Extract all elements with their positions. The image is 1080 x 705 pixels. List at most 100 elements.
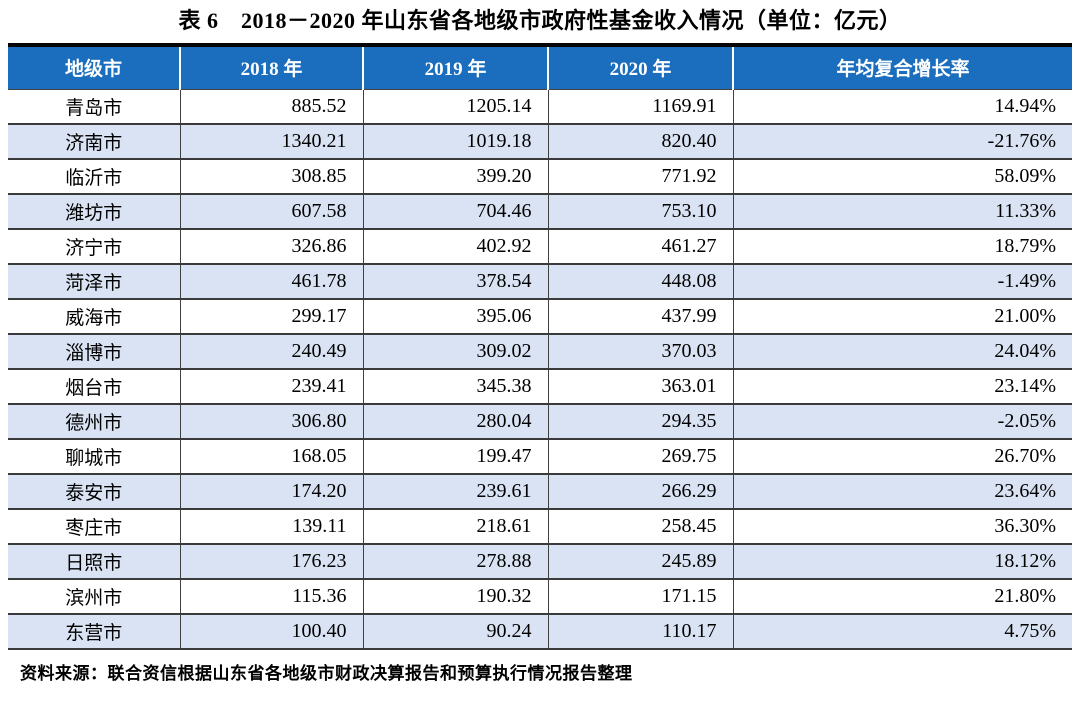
city-cell: 滨州市 [8,579,180,615]
value-cell: 395.06 [362,299,548,335]
table-row: 东营市 100.40 90.24 110.17 4.75% [8,614,1072,650]
city-cell: 聊城市 [8,439,180,475]
value-cell: 437.99 [547,299,733,335]
city-cell: 威海市 [8,299,180,335]
value-cell: 199.47 [362,439,548,475]
table-row: 济南市 1340.21 1019.18 820.40 -21.76% [8,124,1072,160]
value-cell: 110.17 [547,614,733,650]
value-cell: 14.94% [732,89,1072,125]
value-cell: 245.89 [547,544,733,580]
value-cell: 1169.91 [547,89,733,125]
table-row: 淄博市 240.49 309.02 370.03 24.04% [8,334,1072,370]
value-cell: 23.64% [732,474,1072,510]
column-header-1: 2018 年 [179,43,363,90]
value-cell: 168.05 [179,439,363,475]
value-cell: 1340.21 [179,124,363,160]
table-row: 泰安市 174.20 239.61 266.29 23.64% [8,474,1072,510]
value-cell: 139.11 [179,509,363,545]
value-cell: 753.10 [547,194,733,230]
value-cell: 24.04% [732,334,1072,370]
column-header-3: 2020 年 [547,43,733,90]
value-cell: 309.02 [362,334,548,370]
value-cell: 820.40 [547,124,733,160]
value-cell: 704.46 [362,194,548,230]
value-cell: 239.41 [179,369,363,405]
value-cell: 378.54 [362,264,548,300]
value-cell: 294.35 [547,404,733,440]
value-cell: 36.30% [732,509,1072,545]
value-cell: 115.36 [179,579,363,615]
city-cell: 济宁市 [8,229,180,265]
table-row: 枣庄市 139.11 218.61 258.45 36.30% [8,509,1072,545]
value-cell: 26.70% [732,439,1072,475]
city-cell: 德州市 [8,404,180,440]
value-cell: 448.08 [547,264,733,300]
table-row: 济宁市 326.86 402.92 461.27 18.79% [8,229,1072,265]
city-cell: 潍坊市 [8,194,180,230]
value-cell: 174.20 [179,474,363,510]
column-header-2: 2019 年 [362,43,548,90]
value-cell: 171.15 [547,579,733,615]
column-header-4: 年均复合增长率 [732,43,1072,90]
value-cell: 299.17 [179,299,363,335]
city-cell: 日照市 [8,544,180,580]
city-cell: 菏泽市 [8,264,180,300]
value-cell: 306.80 [179,404,363,440]
value-cell: 4.75% [732,614,1072,650]
table-title: 表 6 2018－2020 年山东省各地级市政府性基金收入情况（单位：亿元） [178,8,902,33]
header-row: 地级市 2018 年 2019 年 2020 年年均复合增长率 [8,43,1072,90]
value-cell: -1.49% [732,264,1072,300]
value-cell: 18.12% [732,544,1072,580]
value-cell: 402.92 [362,229,548,265]
value-cell: 266.29 [547,474,733,510]
city-cell: 泰安市 [8,474,180,510]
table-row: 临沂市 308.85 399.20 771.92 58.09% [8,159,1072,195]
city-cell: 青岛市 [8,89,180,125]
table-row: 威海市 299.17 395.06 437.99 21.00% [8,299,1072,335]
value-cell: 239.61 [362,474,548,510]
value-cell: 218.61 [362,509,548,545]
table-row: 烟台市 239.41 345.38 363.01 23.14% [8,369,1072,405]
value-cell: 90.24 [362,614,548,650]
value-cell: 21.00% [732,299,1072,335]
table-header: 地级市 2018 年 2019 年 2020 年年均复合增长率 [8,43,1072,90]
value-cell: 885.52 [179,89,363,125]
value-cell: 258.45 [547,509,733,545]
city-cell: 淄博市 [8,334,180,370]
value-cell: 1019.18 [362,124,548,160]
value-cell: -2.05% [732,404,1072,440]
table-row: 潍坊市 607.58 704.46 753.10 11.33% [8,194,1072,230]
value-cell: 280.04 [362,404,548,440]
value-cell: 1205.14 [362,89,548,125]
value-cell: 58.09% [732,159,1072,195]
value-cell: 21.80% [732,579,1072,615]
city-cell: 临沂市 [8,159,180,195]
value-cell: 100.40 [179,614,363,650]
value-cell: 461.27 [547,229,733,265]
source-note: 资料来源：联合资信根据山东省各地级市财政决算报告和预算执行情况报告整理 [20,664,633,683]
table-row: 日照市 176.23 278.88 245.89 18.12% [8,544,1072,580]
value-cell: 190.32 [362,579,548,615]
table-row: 德州市 306.80 280.04 294.35 -2.05% [8,404,1072,440]
value-cell: 399.20 [362,159,548,195]
value-cell: 278.88 [362,544,548,580]
value-cell: 461.78 [179,264,363,300]
city-cell: 枣庄市 [8,509,180,545]
value-cell: 269.75 [547,439,733,475]
value-cell: -21.76% [732,124,1072,160]
table-row: 滨州市 115.36 190.32 171.15 21.80% [8,579,1072,615]
table-body: 青岛市 885.52 1205.14 1169.91 14.94% 济南市 1340.21 1… [8,89,1072,650]
value-cell: 607.58 [179,194,363,230]
city-cell: 烟台市 [8,369,180,405]
value-cell: 771.92 [547,159,733,195]
value-cell: 326.86 [179,229,363,265]
revenue-table: 地级市 2018 年 2019 年 2020 年年均复合增长率 青岛市 885.52 12… [8,43,1072,650]
table-row: 菏泽市 461.78 378.54 448.08 -1.49% [8,264,1072,300]
value-cell: 176.23 [179,544,363,580]
value-cell: 370.03 [547,334,733,370]
value-cell: 11.33% [732,194,1072,230]
table-row: 青岛市 885.52 1205.14 1169.91 14.94% [8,89,1072,125]
city-cell: 济南市 [8,124,180,160]
value-cell: 18.79% [732,229,1072,265]
table-row: 聊城市 168.05 199.47 269.75 26.70% [8,439,1072,475]
